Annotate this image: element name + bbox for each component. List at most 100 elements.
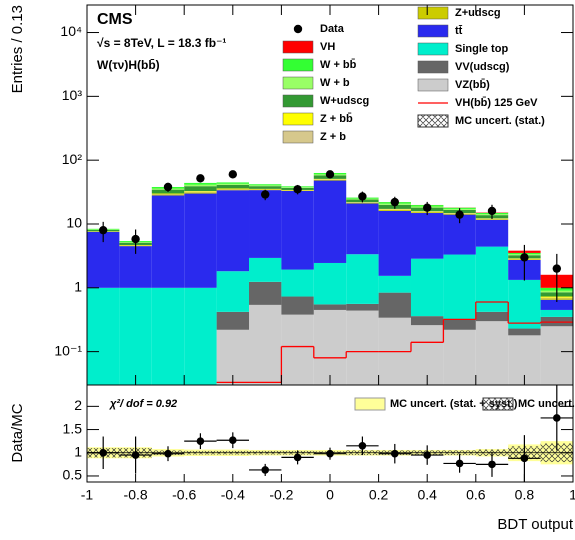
stack-bar [378,317,411,385]
stack-bar [475,219,509,247]
y-axis-label: Entries / 0.13 [9,5,26,93]
stack-bar [184,182,217,185]
stack-bar [281,190,314,270]
legend-marker [293,24,303,34]
stack-bar [378,209,411,211]
data-point [520,253,529,262]
stack-bar [443,329,476,385]
stack-bar [313,309,347,385]
legend-swatch [282,40,314,54]
legend-label: VZ(bb̄) [455,79,490,91]
y-tick-label: 10⁴ [60,23,82,39]
legend-label: W + b [320,77,350,89]
data-point [455,210,464,219]
stack-bar [508,328,541,336]
ratio-point [196,437,205,445]
stack-bar [313,180,347,263]
legend-swatch [417,42,449,56]
stack-bar [443,319,476,330]
channel-label: W(τν)H(bb̄) [97,58,160,72]
stack-bar [475,246,509,312]
stack-bar [216,190,250,272]
ratio-point [488,460,496,469]
stack-bar [216,271,250,312]
ratio-y-tick-label: 1.5 [63,420,83,436]
stack-bar [508,279,541,329]
stack-bar [216,189,250,191]
stack-bar [119,287,152,385]
stack-bar [475,311,509,322]
data-point [228,170,237,179]
data-point [552,264,562,273]
legend-swatch [482,397,514,411]
legend-label: Data [320,23,345,35]
x-tick-label: -0.2 [269,487,293,503]
ratio-point [293,453,302,462]
x-tick-label: -0.8 [124,487,148,503]
data-point [163,182,173,192]
stack-bar [184,287,217,385]
y-tick-label: 10 [66,215,82,231]
legend-swatch [282,58,314,72]
legend-label: VH [320,41,335,53]
x-tick-label: 0.8 [515,487,535,503]
stack-bar [281,269,314,297]
x-tick-label: 0 [326,487,334,503]
ratio-point [131,451,140,459]
stack-bar [184,184,217,187]
stack-bar [281,296,314,315]
ratio-point [229,436,237,445]
stack-bar [346,303,379,311]
y-tick-label: 10² [62,151,83,167]
stack-bar [475,321,509,385]
data-point [98,225,108,235]
stack-bar [249,257,282,282]
ratio-point [423,451,432,459]
legend-label: W+udscg [320,95,369,107]
stack-bar [540,326,573,385]
energy-label: √s = 8TeV, L = 18.3 fb⁻¹ [97,36,226,50]
y-tick-label: 10⁻¹ [54,342,82,358]
stack-bar [151,287,185,385]
data-point [487,206,497,216]
stack-bar [216,184,250,189]
ratio-y-axis-label: Data/MC [9,403,26,462]
stack-bar [249,184,282,186]
ratio-plot [87,385,573,482]
stack-bar [151,195,185,288]
legend-swatch [282,76,314,90]
experiment-label: CMS [97,11,133,28]
stack-bar [410,258,444,317]
stack-bar [410,316,444,326]
legend-label: VH(bb̄) 125 GeV [455,97,538,109]
stack-bar [249,185,282,187]
stack-bar [346,203,379,255]
stack-bar [281,314,314,385]
stack-bar [151,194,185,196]
x-tick-label: 0.4 [417,487,437,503]
legend-label: Z + b [320,131,346,143]
x-tick-label: 0.6 [466,487,486,503]
stack-bar [184,191,217,192]
x-axis-label: BDT output [497,516,573,533]
legend-swatch [282,130,314,144]
x-tick-label: -1 [81,487,94,503]
stack-bar [184,193,217,288]
stack-bar [216,182,250,184]
legend-swatch [417,60,449,74]
y-tick-label: 1 [74,279,82,295]
stack-bar [410,213,444,259]
legend-swatch [282,94,314,108]
x-tick-label: 1 [569,487,575,503]
stack-bar [313,179,347,181]
stack-bar [313,304,347,310]
ratio-point [326,449,334,458]
stack-bar [346,202,379,204]
y-tick-label: 10³ [62,87,83,103]
ratio-y-tick-label: 1 [74,443,82,459]
data-point [423,203,432,212]
legend-label: Z+udscg [455,7,501,19]
data-point [131,234,140,244]
stack-bar [216,311,250,330]
